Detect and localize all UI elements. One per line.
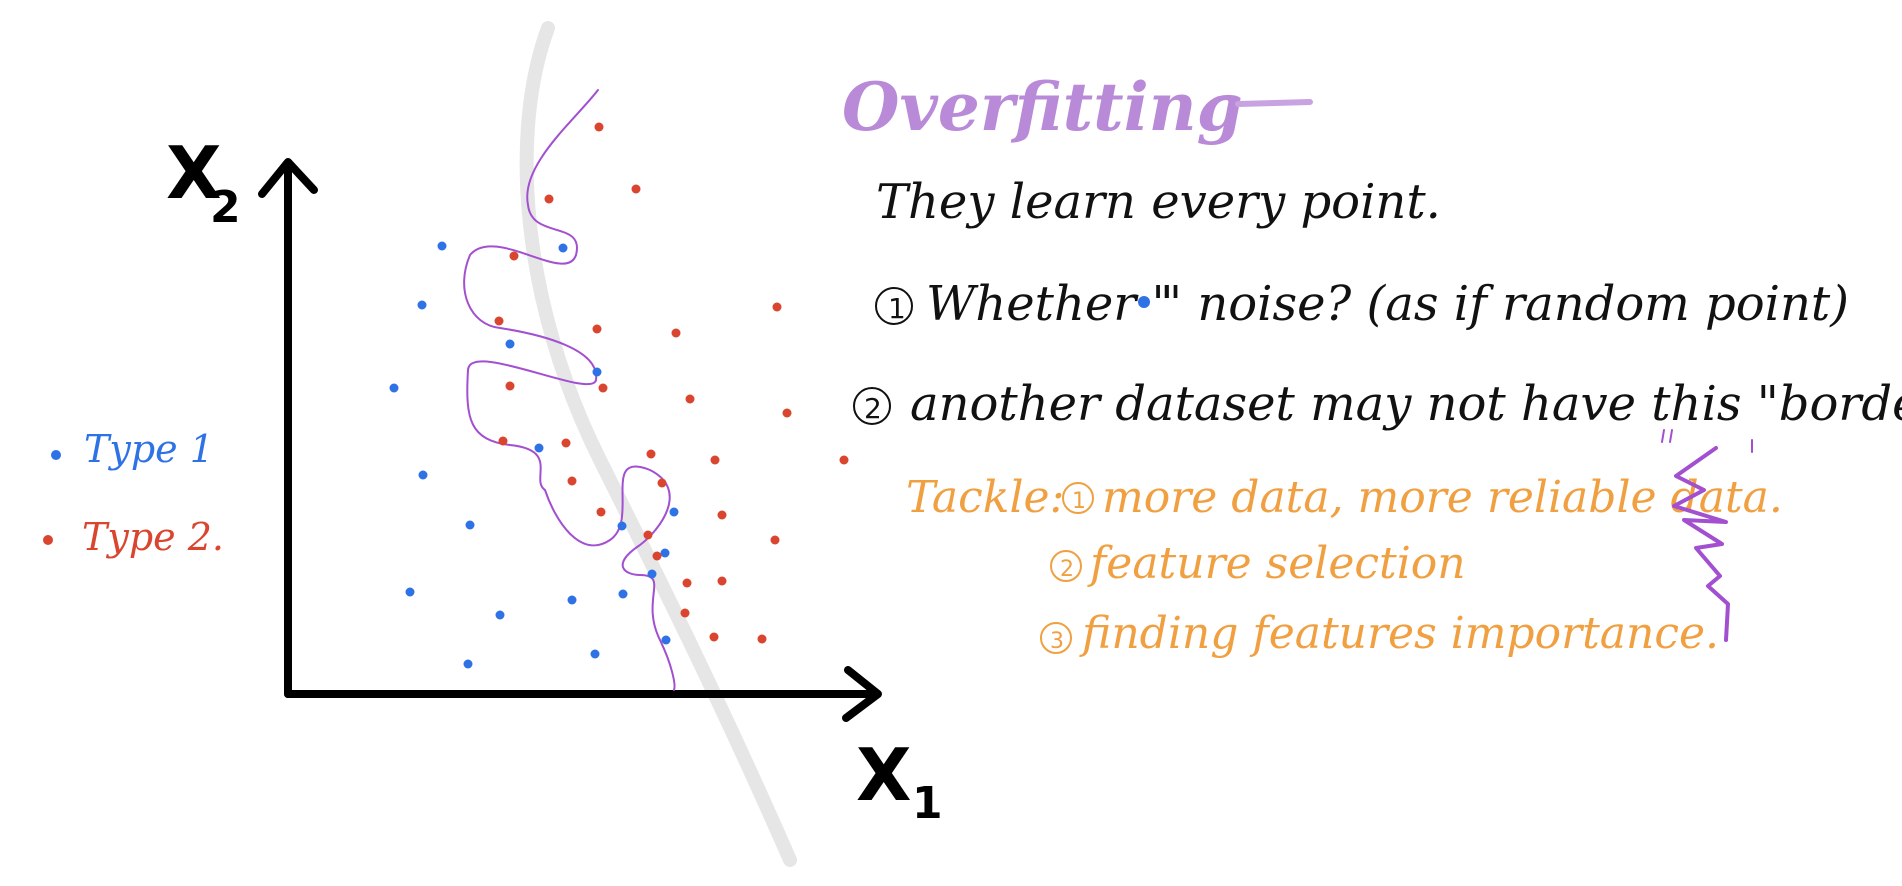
type1-point: [660, 548, 670, 558]
type2-point: [839, 455, 849, 465]
type1-point: [417, 300, 427, 310]
legend: Type 1 Type 2.: [43, 427, 224, 559]
type1-point: [558, 243, 568, 253]
type1-point: [647, 569, 657, 579]
type2-point: [643, 530, 653, 540]
tackle-number-circle-3: [1040, 622, 1072, 654]
type1-point: [534, 443, 544, 453]
type1-point: [592, 367, 602, 377]
type2-point: [505, 381, 515, 391]
y-axis-arrow: [258, 158, 318, 198]
type1-point: [505, 339, 515, 349]
type2-point: [770, 535, 780, 545]
type1-point: [405, 587, 415, 597]
type2-point: [671, 328, 681, 338]
type1-point: [661, 635, 671, 645]
faint-reference-curve: [519, 21, 797, 867]
tackle-number-1: 1: [1072, 489, 1086, 514]
number-2: 2: [864, 392, 882, 425]
tackle-number-2: 2: [1060, 557, 1074, 582]
legend-label-type1: Type 1: [84, 427, 214, 471]
type1-point: [669, 507, 679, 517]
type1-point: [618, 589, 628, 599]
tackle-item-3: finding features importance.: [1079, 608, 1719, 659]
type1-point: [567, 595, 577, 605]
tackle-number-3: 3: [1050, 629, 1064, 654]
type1-point: [590, 649, 600, 659]
type1-point: [389, 383, 399, 393]
type2-point: [772, 302, 782, 312]
type2-point: [596, 507, 606, 517]
type2-point: [682, 578, 692, 588]
type2-point: [782, 408, 792, 418]
number-circle-2: [853, 387, 891, 425]
type2-point: [567, 476, 577, 486]
overfit-boundary: [463, 89, 676, 691]
type1-point: [418, 470, 428, 480]
type2-point: [561, 438, 571, 448]
type2-point: [710, 455, 720, 465]
y-axis-subscript: 2: [210, 182, 241, 233]
type2-point: [498, 436, 508, 446]
red-dot-icon: [43, 535, 53, 545]
type2-point: [757, 634, 767, 644]
number-1: 1: [888, 292, 906, 325]
type2-point: [594, 122, 604, 132]
type1-point: [495, 610, 505, 620]
tackle-item-1: more data, more reliable data.: [1102, 472, 1783, 523]
type2-point: [592, 324, 602, 334]
note-line-3: another dataset may not have this "borde…: [910, 376, 1902, 432]
note-line-1: They learn every point.: [876, 174, 1441, 230]
type2-point: [717, 576, 727, 586]
type2-point: [646, 449, 656, 459]
type2-point: [544, 194, 554, 204]
type2-point: [652, 551, 662, 561]
blue-dot-icon: [1138, 296, 1150, 308]
type2-point: [680, 608, 690, 618]
x-axis-arrow: [842, 666, 882, 722]
type1-point: [617, 521, 627, 531]
tackle-number-circle-1: [1062, 482, 1094, 514]
x-axis-label: X: [856, 733, 912, 817]
type2-point: [631, 184, 641, 194]
y-axis-label: X: [166, 131, 222, 215]
type2-point: [709, 632, 719, 642]
type1-point: [463, 659, 473, 669]
tackle-number-circle-2: [1050, 550, 1082, 582]
page-title: Overfitting: [842, 68, 1243, 146]
type2-point: [509, 251, 519, 261]
title-dash: [1235, 99, 1313, 107]
note-line-2b: " noise? (as if random point): [1160, 276, 1849, 332]
type1-point: [465, 520, 475, 530]
legend-label-type2: Type 2.: [82, 515, 224, 559]
tackle-item-2: feature selection: [1087, 538, 1466, 589]
type2-point: [657, 478, 667, 488]
type2-point: [717, 510, 727, 520]
type2-point: [494, 316, 504, 326]
number-circle-1: [875, 287, 913, 325]
tackle-label: Tackle:: [906, 472, 1064, 523]
type2-point: [685, 394, 695, 404]
x-axis-subscript: 1: [912, 778, 943, 829]
type1-point: [437, 241, 447, 251]
type2-points: [494, 122, 849, 644]
note-line-2a: Whether ": [926, 276, 1174, 332]
blue-dot-icon: [51, 450, 61, 460]
type1-points: [389, 241, 679, 669]
squiggle-icon: [1661, 429, 1753, 642]
type2-point: [598, 383, 608, 393]
axes: [258, 158, 882, 722]
